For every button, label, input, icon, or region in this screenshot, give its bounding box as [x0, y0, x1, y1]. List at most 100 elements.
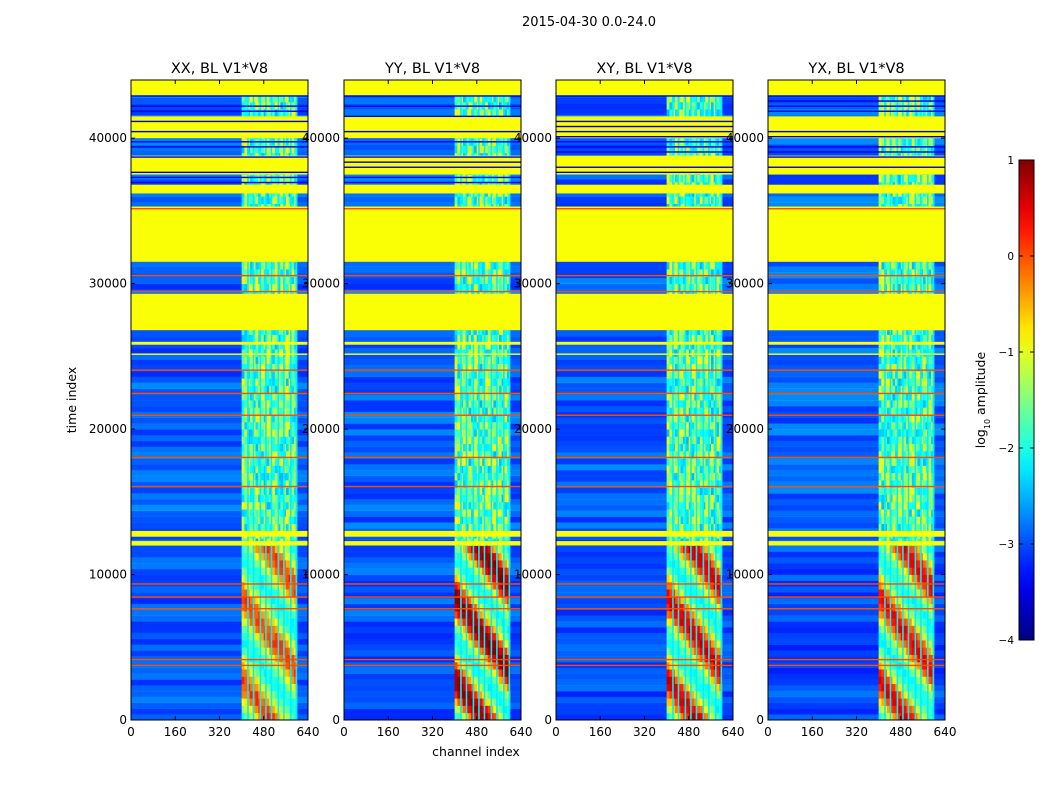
heatmap-cell [454, 705, 458, 714]
heatmap-cell [485, 487, 489, 495]
heatmap-cell [272, 349, 276, 357]
heatmap-cell [462, 356, 467, 365]
heatmap-cell [468, 560, 472, 568]
heatmap-cell [691, 472, 695, 481]
heatmap-cell [249, 472, 254, 481]
heatmap-cell [272, 400, 276, 408]
heatmap-cell [468, 669, 472, 677]
heatmap-cell [487, 589, 491, 597]
heatmap-cell [485, 429, 489, 437]
heatmap-cell [697, 698, 701, 706]
heatmap-cell [487, 705, 491, 714]
heatmap-cell [255, 567, 259, 575]
heatmap-cell [479, 574, 483, 583]
heatmap-cell [473, 429, 478, 437]
heatmap-cell [473, 494, 478, 503]
heatmap-cell [454, 596, 458, 605]
heatmap-cell [669, 472, 673, 481]
heatmap-cell [705, 385, 709, 394]
heatmap-cell [666, 676, 670, 685]
heatmap-row [131, 644, 308, 651]
heatmap-cell [468, 552, 472, 561]
heatmap-cell [266, 414, 270, 423]
heatmap-row [556, 638, 733, 645]
heatmap-cell [454, 669, 458, 677]
heatmap-cell [244, 400, 248, 408]
heatmap-cell [691, 545, 695, 554]
heatmap-cell [710, 625, 715, 634]
heatmap-cell [697, 494, 701, 503]
heatmap-cell [468, 625, 472, 634]
heatmap-cell [457, 94, 461, 103]
heatmap-cell [493, 421, 497, 430]
heatmap-cell [680, 370, 684, 379]
heatmap-cell [504, 501, 508, 510]
heatmap-cell [680, 363, 684, 372]
orange-line [344, 456, 521, 459]
heatmap-cell [685, 480, 690, 488]
heatmap-row [131, 452, 308, 459]
heatmap-cell [710, 443, 715, 452]
heatmap-cell [272, 545, 276, 554]
heatmap-cell [674, 370, 679, 379]
heatmap-cell [473, 196, 478, 205]
heatmap-cell [691, 436, 695, 445]
heatmap-cell [274, 705, 278, 714]
heatmap-cell [685, 618, 690, 626]
heatmap-cell [485, 334, 489, 343]
heatmap-cell [691, 596, 695, 605]
heatmap-cell [291, 618, 295, 626]
heatmap-cell [454, 414, 458, 423]
heatmap-cell [685, 705, 690, 714]
heatmap-cell [699, 640, 703, 648]
stripe-line [131, 130, 308, 133]
heatmap-cell [266, 712, 270, 720]
heatmap-cell [249, 349, 254, 357]
heatmap-cell [705, 683, 709, 692]
heatmap-cell [485, 407, 489, 415]
heatmap-cell [272, 458, 276, 466]
heatmap-cell [680, 560, 684, 568]
heatmap-cell [255, 94, 259, 103]
heatmap-cell [716, 370, 720, 379]
heatmap-row [556, 592, 733, 599]
heatmap-row [131, 504, 308, 512]
heatmap-cell [691, 370, 695, 379]
heatmap-cell [291, 632, 295, 641]
heatmap-row [556, 370, 733, 378]
heatmap-cell [669, 443, 673, 452]
heatmap-cell [260, 283, 265, 292]
heatmap-row [556, 702, 733, 709]
heatmap-cell [504, 647, 508, 655]
heatmap-cell [457, 458, 461, 466]
heatmap-cell [462, 552, 467, 561]
heatmap-cell [274, 567, 278, 575]
rfi-column [290, 80, 292, 720]
heatmap-cell [249, 603, 254, 612]
heatmap-cell [716, 378, 720, 386]
heatmap-cell [669, 560, 673, 568]
heatmap-cell [691, 465, 695, 474]
orange-line [131, 583, 308, 585]
heatmap-cell [241, 370, 245, 379]
heatmap-cell [674, 392, 679, 401]
heatmap-cell [249, 509, 254, 517]
heatmap-cell [241, 516, 245, 525]
heatmap-cell [266, 581, 270, 590]
heatmap-cell [705, 545, 709, 554]
heatmap-cell [462, 589, 467, 597]
heatmap-cell [454, 94, 458, 103]
heatmap-row [556, 690, 733, 698]
heatmap-row [556, 510, 733, 517]
heatmap-cell [705, 429, 709, 437]
heatmap-cell [710, 436, 715, 445]
heatmap-cell [274, 407, 278, 415]
heatmap-cell [699, 560, 703, 568]
heatmap-row [131, 696, 308, 704]
heatmap-cell [462, 669, 467, 677]
heatmap-cell [705, 414, 709, 423]
heatmap-cell [255, 690, 259, 699]
heatmap-cell [291, 509, 295, 517]
heatmap-cell [244, 261, 248, 270]
heatmap-cell [473, 94, 478, 103]
